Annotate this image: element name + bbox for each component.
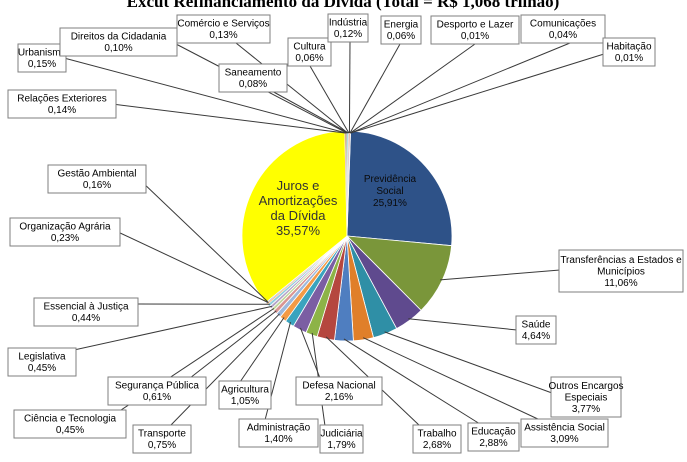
slice-previdencia-social <box>346 130 453 247</box>
label-box-cultura <box>287 37 332 67</box>
label-transferencias-a-estados-e-municipios: Transferências a Estados e Municípios 11,0… <box>560 255 682 289</box>
leader-line-educacao <box>343 338 481 425</box>
leader-line-agricultura <box>239 317 285 383</box>
leader-line-urbanismo <box>63 57 347 134</box>
label-box-transferencias-a-estados-e-municipios <box>558 249 684 293</box>
label-organizacao-agraria: Organização Agrária 0,23% <box>19 222 111 245</box>
slice-label-juros-e-amortizacoes-da-divida: Juros e Amortizações da Dívida 35,57% <box>259 178 338 238</box>
leader-line-cultura <box>309 65 350 134</box>
label-box-ciencia-e-tecnologia <box>13 409 127 439</box>
label-outros-encargos-especiais: Outros Encargos Especiais 3,77% <box>548 381 623 415</box>
label-box-organizacao-agraria <box>9 217 121 247</box>
label-box-defesa-nacional <box>295 376 383 406</box>
label-box-trabalho <box>412 424 462 454</box>
label-energia: Energia 0,06% <box>384 20 419 43</box>
label-ciencia-e-tecnologia: Ciência e Tecnologia 0,45% <box>24 414 117 437</box>
leader-line-organizacao-agraria <box>117 231 269 304</box>
label-transporte: Transporte 0,75% <box>138 429 186 452</box>
label-box-assistencia-social <box>520 418 609 448</box>
label-administracao: Administração 1,40% <box>247 423 311 446</box>
label-judiciaria: Judiciária 1,79% <box>320 429 363 452</box>
label-defesa-nacional: Defesa Nacional 2,16% <box>302 381 375 404</box>
label-seguranca-publica: Segurança Pública 0,61% <box>115 381 199 404</box>
label-urbanismo: Urbanismo 0,15% <box>18 48 67 71</box>
leader-line-industria <box>348 41 351 134</box>
leader-line-comercio-e-servicos <box>235 42 349 134</box>
slice-labels: Previdência Social 25,91% Transferências a … <box>7 13 684 454</box>
label-box-comercio-e-servicos <box>176 14 271 44</box>
label-box-saude <box>515 315 557 345</box>
leader-line-comunicacoes <box>350 42 571 134</box>
label-box-agricultura <box>218 380 272 410</box>
leader-line-legislativa <box>73 305 272 351</box>
leader-line-habitacao <box>350 53 605 134</box>
label-box-transporte <box>132 424 192 454</box>
pie-slices <box>241 130 453 342</box>
label-box-essencial-a-justica <box>33 297 139 327</box>
label-box-industria <box>327 13 369 43</box>
label-legislativa: Legislativa 0,45% <box>18 352 66 375</box>
leader-line-seguranca-publica <box>189 310 277 379</box>
label-educacao: Educação 2,88% <box>471 427 516 450</box>
label-box-saneamento <box>218 63 288 93</box>
label-box-outros-encargos-especiais <box>550 376 622 418</box>
label-cultura: Cultura 0,06% <box>293 42 326 65</box>
label-box-gestao-ambiental <box>47 164 147 194</box>
label-saude: Saúde 4,64% <box>522 320 551 343</box>
chart-title: Excut Refinanciamento da Dívida (Total =… <box>127 0 560 11</box>
label-box-legislativa <box>7 347 77 377</box>
label-agricultura: Agricultura 1,05% <box>221 385 269 408</box>
leader-line-defesa-nacional <box>299 327 321 379</box>
leader-line-transferencias-a-estados-e-municipios <box>440 269 561 281</box>
leader-line-outros-encargos-especiais <box>384 331 553 394</box>
leader-line-desporto-e-lazer <box>349 43 476 134</box>
label-box-administracao <box>238 418 319 448</box>
label-saneamento: Saneamento 0,08% <box>225 68 282 91</box>
leader-line-saude <box>408 318 518 331</box>
label-gestao-ambiental: Gestão Ambiental 0,16% <box>58 169 137 192</box>
slice-juros-e-amortizacoes-da-divida <box>241 130 348 304</box>
label-comunicacoes: Comunicações 0,04% <box>530 19 596 42</box>
leader-line-gestao-ambiental <box>139 179 268 303</box>
label-habitacao: Habitação 0,01% <box>606 42 651 65</box>
label-comercio-e-servicos: Comércio e Serviços 0,13% <box>177 19 269 42</box>
leader-line-assistencia-social <box>362 337 541 421</box>
slice-transferencias-a-estados-e-municipios <box>345 235 452 311</box>
label-assistencia-social: Assistência Social 3,09% <box>524 423 605 446</box>
leader-line-relacoes-exteriores <box>111 103 346 134</box>
label-box-energia <box>380 15 422 45</box>
label-essencial-a-justica: Essencial à Justiça 0,44% <box>43 302 128 325</box>
label-trabalho: Trabalho 2,68% <box>417 429 457 452</box>
label-box-relacoes-exteriores <box>7 89 117 119</box>
leader-line-transporte <box>169 313 280 427</box>
slice-label-previdencia-social: Previdência Social 25,91% <box>364 174 417 209</box>
label-box-urbanismo <box>17 43 67 73</box>
label-box-seguranca-publica <box>107 376 207 406</box>
label-industria: Indústria 0,12% <box>329 18 368 41</box>
label-box-judiciaria <box>319 424 364 454</box>
label-direitos-da-cidadania: Direitos da Cidadania 0,10% <box>71 32 167 55</box>
leader-line-saneamento <box>269 89 349 134</box>
leader-line-energia <box>349 43 401 134</box>
label-box-desporto-e-lazer <box>430 15 520 45</box>
label-box-comunicacoes <box>520 14 606 44</box>
label-box-direitos-da-cidadania <box>59 27 178 57</box>
label-relacoes-exteriores: Relações Exteriores 0,14% <box>17 94 106 117</box>
label-box-habitacao <box>602 37 656 67</box>
label-desporto-e-lazer: Desporto e Lazer 0,01% <box>437 20 514 43</box>
label-box-educacao <box>467 422 520 452</box>
